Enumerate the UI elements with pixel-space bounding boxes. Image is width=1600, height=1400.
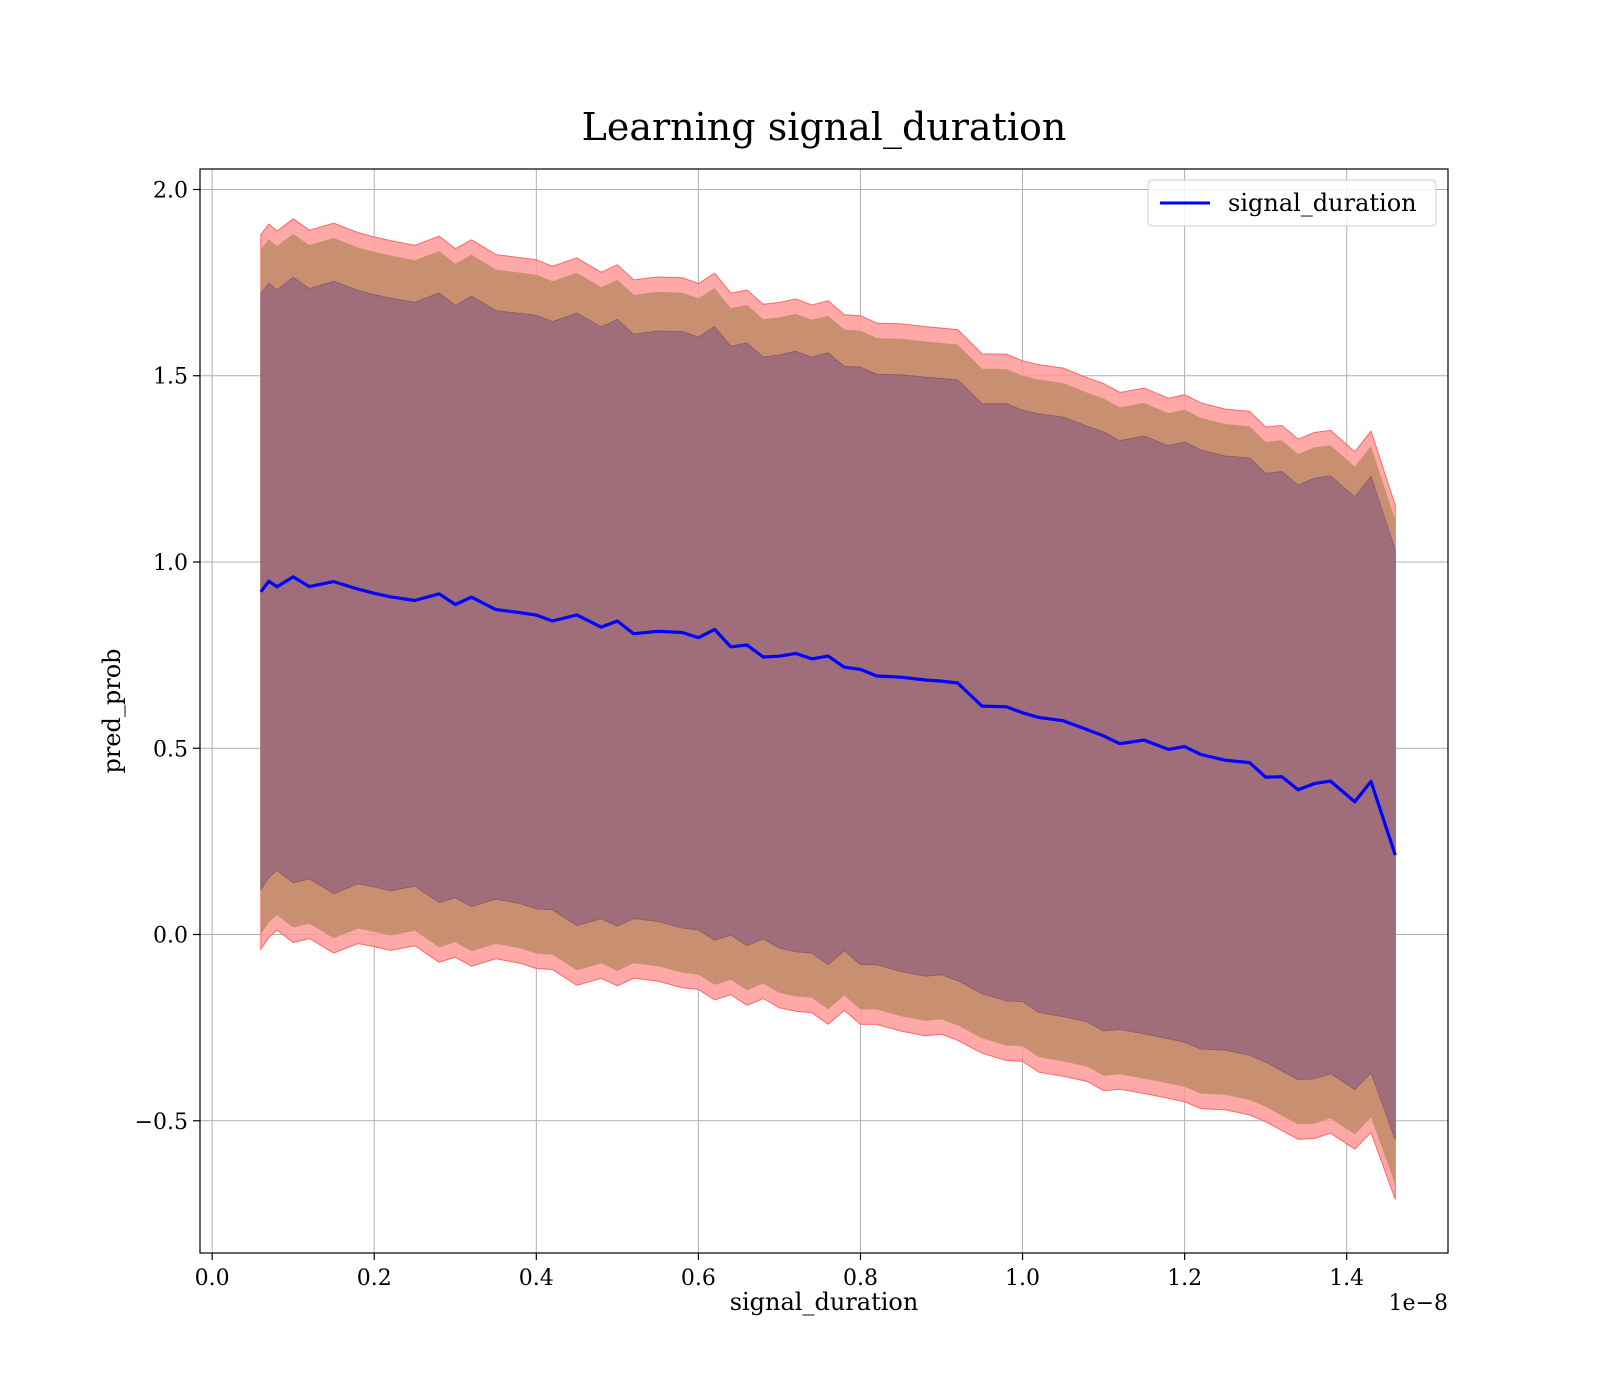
x-axis-offset-label: 1e−8 [1389, 1291, 1448, 1316]
confidence-bands [260, 218, 1396, 1200]
x-tick-label: 0.4 [519, 1266, 554, 1291]
y-tick-label: 1.0 [153, 551, 188, 576]
series-line-signal-duration [259, 575, 1397, 856]
y-tick-label: 1.5 [153, 365, 188, 390]
y-tick-label: 0.5 [153, 737, 188, 762]
legend: signal_duration [1147, 179, 1437, 227]
x-tick-label: 0.2 [357, 1266, 392, 1291]
x-tick-label: 1.4 [1329, 1266, 1364, 1291]
plot-frame [199, 168, 1449, 1254]
x-tick-label: 0.8 [843, 1266, 878, 1291]
x-tick-label: 0.0 [195, 1266, 230, 1291]
chart-title: Learning signal_duration [582, 105, 1067, 150]
legend-box [1147, 179, 1437, 227]
x-axis-label: signal_duration [730, 1288, 919, 1316]
x-tick-label: 1.2 [1167, 1266, 1202, 1291]
x-tick-label: 0.6 [681, 1266, 716, 1291]
y-tick-label: 2.0 [153, 178, 188, 203]
legend-label: signal_duration [1228, 189, 1417, 217]
series-layer [259, 575, 1397, 856]
band-inner [260, 276, 1396, 1141]
y-axis-label: pred_prob [98, 648, 126, 773]
y-tick-label: 0.0 [153, 924, 188, 949]
x-tick-label: 1.0 [1005, 1266, 1040, 1291]
y-tick-label: −0.5 [135, 1110, 188, 1135]
tick-layer: 0.0 0.2 0.4 0.6 0.8 1.0 1.2 1.4 −0.5 0.0 0.5 1.0 1.5… [135, 178, 1365, 1291]
